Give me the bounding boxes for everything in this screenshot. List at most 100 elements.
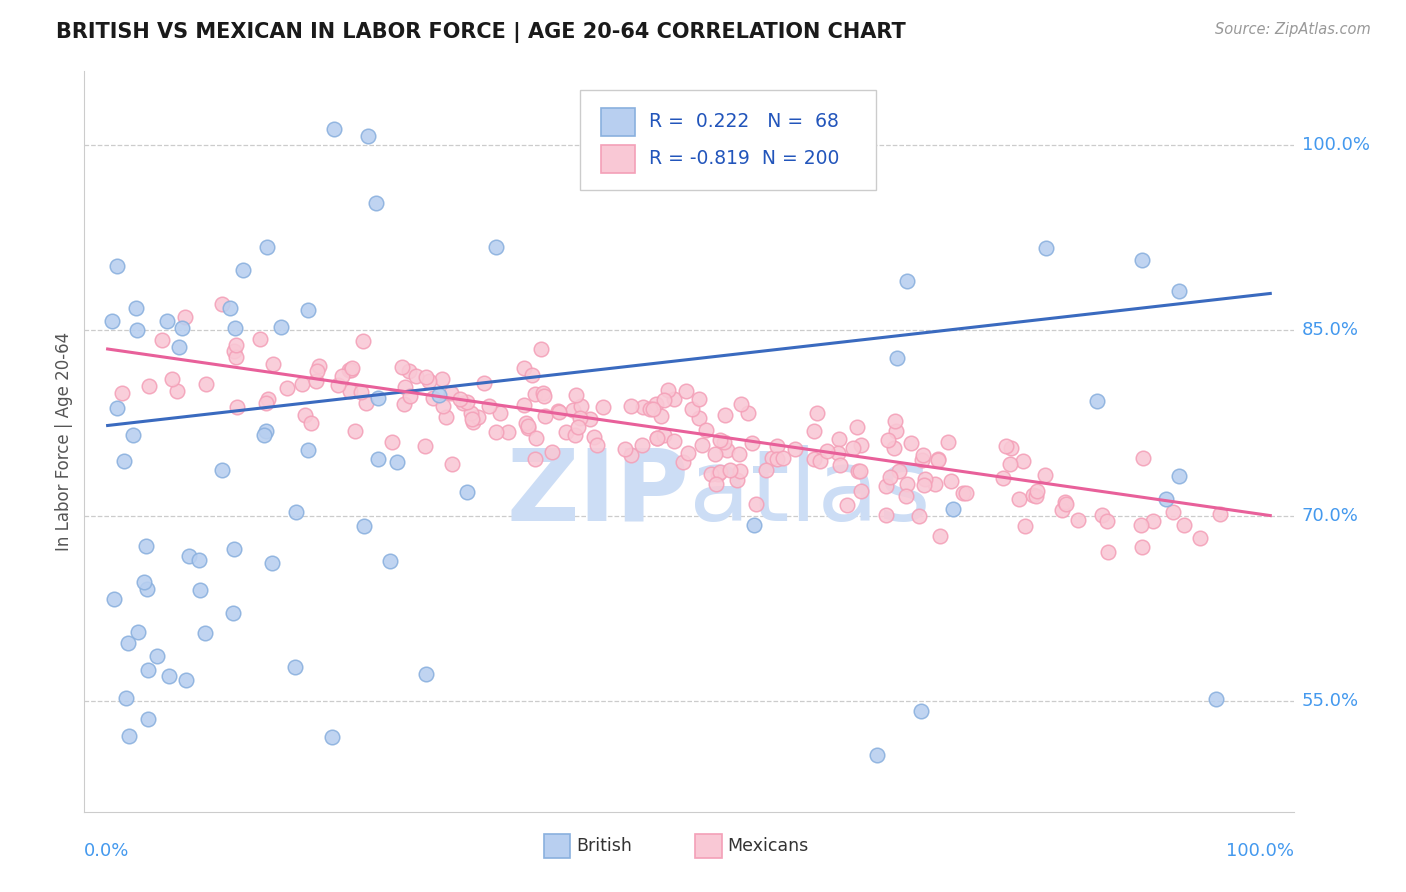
Text: 0.0%: 0.0% [84, 842, 129, 860]
Point [1129, 518, 1152, 533]
Point [485, 425, 508, 439]
Point [936, 435, 959, 450]
Point [875, 508, 897, 522]
Point [620, 400, 643, 414]
Point [299, 416, 322, 430]
Point [875, 478, 897, 492]
Point [1050, 502, 1073, 516]
Point [249, 332, 271, 346]
Point [1054, 494, 1077, 508]
Point [1091, 508, 1114, 523]
Point [672, 455, 695, 469]
Point [709, 465, 731, 479]
Point [866, 747, 889, 762]
Point [430, 372, 453, 386]
Point [1097, 545, 1119, 559]
Point [112, 454, 135, 468]
Point [815, 443, 838, 458]
Bar [600, 108, 634, 136]
Point [356, 396, 378, 410]
Text: ZIP: ZIP [506, 445, 689, 541]
Point [415, 369, 437, 384]
Point [1189, 531, 1212, 545]
Point [565, 388, 588, 402]
Point [704, 477, 727, 491]
Point [434, 409, 457, 424]
Point [894, 489, 917, 503]
Point [179, 549, 201, 563]
Point [942, 502, 965, 516]
Point [548, 405, 571, 419]
Point [1156, 492, 1178, 507]
Point [225, 338, 247, 352]
Point [730, 397, 752, 411]
Point [540, 445, 562, 459]
Point [927, 451, 949, 466]
Point [745, 497, 768, 511]
Point [394, 397, 416, 411]
Point [484, 239, 506, 253]
Point [1012, 454, 1035, 468]
Point [704, 447, 727, 461]
Point [592, 400, 614, 414]
Point [886, 351, 908, 365]
Point [524, 387, 547, 401]
Point [118, 730, 141, 744]
Point [211, 462, 233, 476]
Point [772, 451, 794, 466]
Point [803, 452, 825, 467]
Point [707, 467, 730, 481]
Point [297, 303, 319, 318]
Point [101, 314, 124, 328]
Point [652, 393, 675, 408]
Point [254, 396, 277, 410]
Point [136, 582, 159, 596]
Point [530, 342, 553, 356]
Point [440, 458, 463, 472]
Point [513, 360, 536, 375]
Point [350, 384, 373, 399]
Point [1130, 540, 1153, 554]
Bar [544, 834, 571, 857]
Point [806, 406, 828, 420]
Point [830, 458, 852, 472]
Point [385, 455, 408, 469]
Point [640, 401, 662, 416]
Point [188, 552, 211, 566]
Point [911, 453, 934, 467]
Point [725, 473, 748, 487]
Point [900, 435, 922, 450]
Point [716, 442, 738, 457]
Point [352, 334, 374, 348]
Point [1209, 507, 1232, 521]
Point [1033, 468, 1056, 483]
Point [364, 195, 387, 210]
Point [225, 350, 247, 364]
Point [167, 340, 190, 354]
Point [218, 301, 240, 315]
Point [337, 362, 360, 376]
Point [1085, 394, 1108, 409]
Point [1025, 489, 1047, 503]
Text: 100.0%: 100.0% [1226, 842, 1294, 860]
Point [145, 649, 167, 664]
Point [879, 470, 901, 484]
Point [170, 320, 193, 334]
Point [520, 368, 543, 382]
Bar [600, 145, 634, 173]
Y-axis label: In Labor Force | Age 20-64: In Labor Force | Age 20-64 [55, 332, 73, 551]
Point [330, 368, 353, 383]
Point [728, 464, 751, 478]
Point [326, 377, 349, 392]
Point [125, 301, 148, 316]
Point [305, 374, 328, 388]
Point [111, 385, 134, 400]
Text: R =  0.222   N =  68: R = 0.222 N = 68 [650, 112, 839, 131]
Point [356, 128, 378, 143]
Point [321, 731, 343, 745]
Point [908, 509, 931, 524]
Point [150, 333, 173, 347]
Point [132, 574, 155, 589]
Point [1095, 514, 1118, 528]
Point [675, 384, 697, 398]
